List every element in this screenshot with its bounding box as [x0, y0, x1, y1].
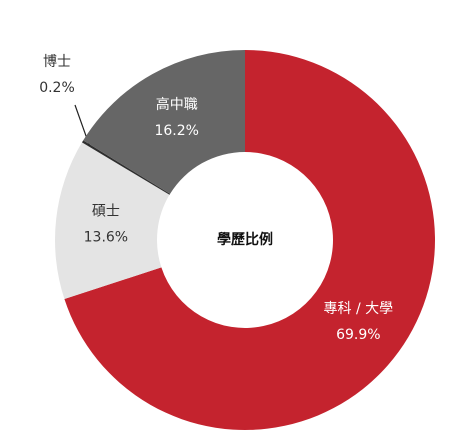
value-label: 13.6% [84, 229, 128, 245]
slice-label: 專科 / 大學 [324, 301, 394, 317]
slice [81, 140, 171, 195]
value-label: 69.9% [336, 327, 380, 343]
value-label: 16.2% [154, 123, 198, 139]
center-label: 學歷比例 [217, 231, 273, 248]
value-label: 0.2% [39, 80, 75, 96]
slice-label: 碩士 [92, 203, 120, 219]
slice [64, 50, 435, 430]
slice-label: 博士 [43, 53, 71, 70]
slice [83, 49, 245, 194]
slice [54, 142, 170, 300]
slice-label: 高中職 [156, 96, 198, 113]
